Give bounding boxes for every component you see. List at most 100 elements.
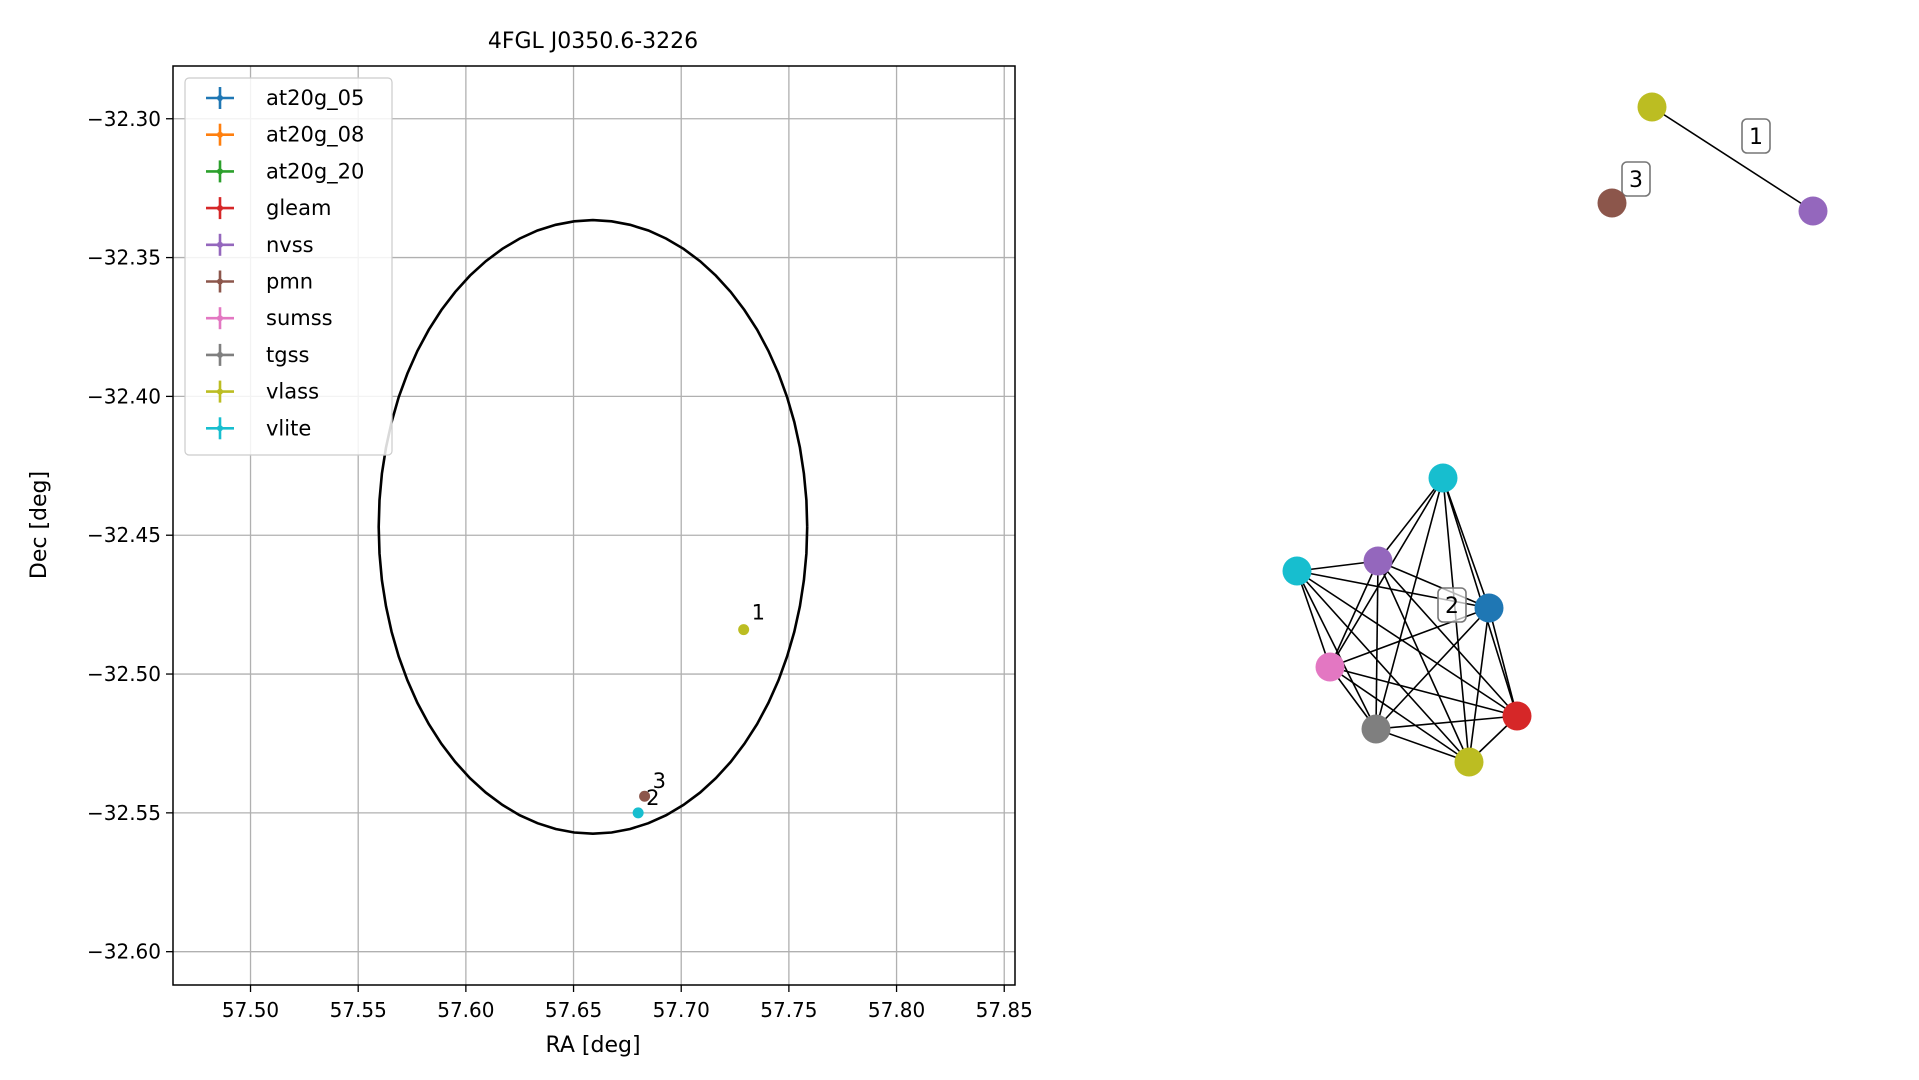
data-point-3 (639, 790, 651, 802)
y-axis-ticks: −32.30 −32.35 −32.40 −32.45 −32.50 −32.55 −32.… (87, 107, 173, 964)
cluster-label-2: 2 (1437, 587, 1467, 623)
y-tick-label: −32.55 (87, 801, 161, 825)
graph-node-c2_sumss (1315, 652, 1345, 682)
graph-edge (1375, 560, 1379, 730)
graph-edge (1296, 570, 1377, 730)
x-axis-ticks: 57.50 57.55 57.60 57.65 57.70 57.75 57.80 57.85 (222, 985, 1033, 1022)
x-tick-label: 57.55 (330, 998, 387, 1022)
legend-entry-nvss: nvss (206, 233, 314, 257)
legend-marker-dot (217, 168, 223, 175)
data-points: 1 32 (632, 601, 765, 819)
graph-node-c1_nvss (1798, 196, 1828, 226)
legend-label: sumss (266, 306, 333, 330)
graph-edge (1377, 560, 1518, 717)
legend-entry-at20g_20: at20g_20 (206, 159, 364, 184)
cluster-label-box (1621, 161, 1651, 197)
x-tick-label: 57.70 (653, 998, 710, 1022)
x-axis-label: RA [deg] (545, 1033, 640, 1058)
legend-marker-dot (217, 241, 223, 248)
graph-node-c2_tgss (1361, 714, 1391, 744)
graph-edge (1375, 477, 1444, 730)
y-tick-label: −32.45 (87, 523, 161, 547)
x-tick-label: 57.60 (437, 998, 494, 1022)
legend-label: at20g_05 (266, 86, 364, 111)
data-point-2 (632, 807, 644, 819)
legend-marker-dot (217, 315, 223, 322)
cluster-labels: 1 3 2 (1437, 118, 1771, 623)
graph-edge (1375, 607, 1490, 730)
x-tick-label: 57.50 (222, 998, 279, 1022)
legend-label: nvss (266, 233, 314, 257)
legend-entry-sumss: sumss (206, 306, 333, 330)
legend-entry-tgss: tgss (206, 343, 309, 367)
grid (173, 66, 1015, 985)
cluster-label-box (1437, 587, 1467, 623)
legend-entry-gleam: gleam (206, 196, 331, 220)
legend-entry-at20g_05: at20g_05 (206, 86, 364, 111)
legend-marker-dot (217, 351, 223, 358)
legend-label: tgss (266, 343, 309, 367)
legend-marker-dot (217, 131, 223, 138)
graph-edge (1377, 477, 1444, 562)
legend-marker-dot (217, 205, 223, 212)
graph-edge (1375, 715, 1518, 730)
x-tick-label: 57.80 (868, 998, 925, 1022)
x-tick-label: 57.85 (976, 998, 1033, 1022)
graph-node-c2_vlite_left (1282, 556, 1312, 586)
legend-label: at20g_20 (266, 159, 364, 184)
x-tick-label: 57.65 (545, 998, 602, 1022)
y-axis-label: Dec [deg] (27, 471, 52, 579)
y-tick-label: −32.35 (87, 246, 161, 270)
graph-edge (1296, 570, 1518, 717)
graph-edge (1296, 570, 1470, 763)
legend-label: vlass (266, 380, 319, 404)
data-point-label-3: 3 (653, 769, 666, 793)
cluster-label-3: 3 (1621, 161, 1651, 197)
axes-frame (172, 65, 1016, 986)
graph-edge (1651, 106, 1814, 212)
cluster-label-text: 3 (1629, 168, 1643, 193)
data-point-label-1: 1 (752, 601, 765, 625)
graph-edge (1329, 560, 1379, 668)
graph-edge (1442, 477, 1490, 609)
graph-node-c2_gleam (1502, 701, 1532, 731)
graph-nodes (1282, 92, 1828, 777)
crossmatch-network-graph: 1 3 2 (1282, 92, 1828, 777)
cluster-label-text: 1 (1749, 125, 1763, 150)
graph-edge (1329, 666, 1470, 763)
legend-label: vlite (266, 416, 311, 440)
legend-marker-dot (217, 388, 223, 395)
graph-node-c1_vlass (1637, 92, 1667, 122)
graph-node-c2_at20g (1474, 593, 1504, 623)
y-tick-label: −32.40 (87, 384, 161, 408)
graph-edge (1468, 607, 1490, 763)
legend-frame (184, 77, 393, 456)
cluster-label-text: 2 (1445, 594, 1459, 619)
graph-node-c2_vlass (1454, 747, 1484, 777)
graph-edge (1377, 560, 1490, 609)
x-tick-label: 57.75 (760, 998, 817, 1022)
data-point-label-2: 2 (646, 786, 659, 810)
graph-edge (1329, 666, 1518, 717)
y-tick-label: −32.60 (87, 940, 161, 964)
graph-node-c2_nvss (1363, 546, 1393, 576)
legend-marker-dot (217, 278, 223, 285)
legend-marker-dot (217, 95, 223, 101)
graph-edge (1488, 607, 1518, 717)
localization-ellipse (377, 218, 809, 836)
graph-node-c3_pmn (1597, 188, 1627, 218)
data-point-1 (738, 624, 750, 636)
y-tick-label: −32.30 (87, 107, 161, 131)
graph-edge (1377, 560, 1470, 763)
legend-marker-dot (217, 425, 223, 432)
chart-title: 4FGL J0350.6-3226 (488, 29, 698, 54)
legend-label: pmn (266, 270, 313, 294)
graph-node-c2_vlite_top (1428, 463, 1458, 493)
legend-entry-vlass: vlass (206, 380, 319, 404)
legend-entry-at20g_08: at20g_08 (206, 123, 364, 148)
y-tick-label: −32.50 (87, 662, 161, 686)
legend-label: at20g_08 (266, 123, 364, 148)
legend-entry-vlite: vlite (206, 416, 311, 440)
